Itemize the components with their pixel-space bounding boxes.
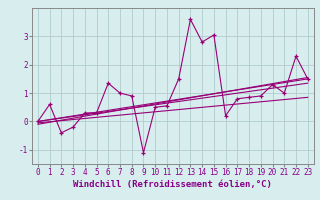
X-axis label: Windchill (Refroidissement éolien,°C): Windchill (Refroidissement éolien,°C): [73, 180, 272, 189]
